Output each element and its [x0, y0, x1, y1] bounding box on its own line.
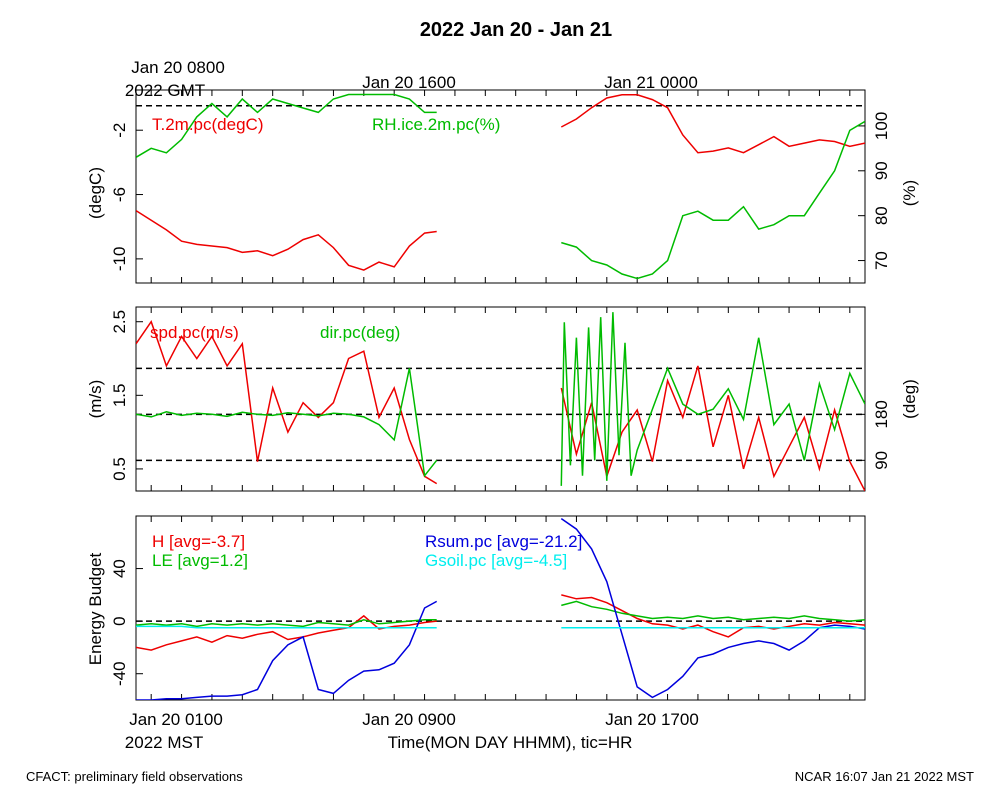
legend-spd: spd.pc(m/s) — [150, 323, 239, 342]
right-axis-title-rh: (%) — [900, 180, 919, 206]
y-tick-label-left: 40 — [110, 559, 129, 578]
top-axis-label-1: Jan 20 0800 — [131, 58, 225, 77]
bottom-axis-label-2: Jan 20 0900 — [362, 710, 456, 729]
series-gsoil-pc-line — [136, 625, 437, 629]
series-h-line — [561, 594, 865, 638]
panel-energy-budget: -40 0 40 — [110, 515, 866, 701]
legend-rsum: Rsum.pc [avg=-21.2] — [425, 532, 582, 551]
legend-h: H [avg=-3.7] — [152, 532, 245, 551]
series-le-line — [136, 619, 437, 628]
chart-title: 2022 Jan 20 - Jan 21 — [420, 19, 612, 41]
left-axis-title-energy: Energy Budget — [86, 552, 105, 665]
top-axis-label-2: Jan 20 1600 — [362, 73, 456, 92]
plot-frame — [135, 306, 866, 492]
panel-temperature-rh: -10 -6 -2 70 80 90 100 — [110, 89, 891, 284]
series-rh-ice-2m-pc-line — [561, 120, 865, 280]
y-tick-label-left: 0 — [110, 616, 129, 625]
legend-dir: dir.pc(deg) — [320, 323, 400, 342]
y-tick-label-left: -10 — [110, 247, 129, 272]
y-tick-label-right: 100 — [872, 112, 891, 140]
footer-left: CFACT: preliminary field observations — [26, 769, 243, 784]
y-tick-label-right: 70 — [872, 251, 891, 270]
series-rsum-pc-line — [136, 600, 438, 700]
bottom-axis: Jan 20 0100 2022 MST Jan 20 0900 Jan 20 … — [125, 710, 699, 752]
series-spd-pc-line — [136, 320, 438, 485]
series-le-line — [561, 600, 865, 622]
plot-frame — [135, 515, 866, 701]
series-rsum-pc-line — [560, 517, 865, 699]
y-tick-label-right: 90 — [872, 451, 891, 470]
y-tick-label-left: 1.5 — [110, 383, 129, 407]
series-dir-pc-line — [560, 312, 865, 486]
legend-gsoil: Gsoil.pc [avg=-4.5] — [425, 551, 567, 570]
y-tick-label-left: 2.5 — [110, 310, 129, 334]
y-tick-label-left: -2 — [110, 123, 129, 138]
series-t-2m-pc-line — [136, 209, 437, 271]
y-tick-label-left: 0.5 — [110, 457, 129, 481]
top-axis: Jan 20 0800 2022 GMT Jan 20 1600 Jan 21 … — [125, 58, 698, 100]
bottom-axis-label-1: Jan 20 0100 — [129, 710, 223, 729]
bottom-axis-label-3: Jan 20 1700 — [605, 710, 699, 729]
y-tick-label-right: 90 — [872, 161, 891, 180]
bottom-axis-label-1b: 2022 MST — [125, 733, 203, 752]
legend-rh: RH.ice.2m.pc(%) — [372, 115, 500, 134]
plot-frame — [135, 89, 866, 284]
y-tick-label-right: 80 — [872, 206, 891, 225]
series-spd-pc-line — [560, 365, 865, 491]
legend-le: LE [avg=1.2] — [152, 551, 248, 570]
y-tick-label-right: 180 — [872, 400, 891, 428]
series-dir-pc-line — [136, 368, 438, 478]
bottom-axis-title: Time(MON DAY HHMM), tic=HR — [388, 733, 633, 752]
top-axis-label-3: Jan 21 0000 — [604, 73, 698, 92]
y-tick-label-left: -6 — [110, 187, 129, 202]
series-t-2m-pc-line — [560, 94, 865, 154]
left-axis-title-speed: (m/s) — [86, 380, 105, 419]
y-tick-label-left: -40 — [110, 661, 129, 686]
right-axis-title-dir: (deg) — [900, 379, 919, 419]
legend-t2m: T.2m.pc(degC) — [152, 115, 263, 134]
left-axis-title-temp: (degC) — [86, 167, 105, 219]
panel-wind: 0.5 1.5 2.5 90 180 — [110, 306, 891, 492]
series-rh-ice-2m-pc-line — [136, 93, 437, 158]
footer-right: NCAR 16:07 Jan 21 2022 MST — [795, 769, 974, 784]
